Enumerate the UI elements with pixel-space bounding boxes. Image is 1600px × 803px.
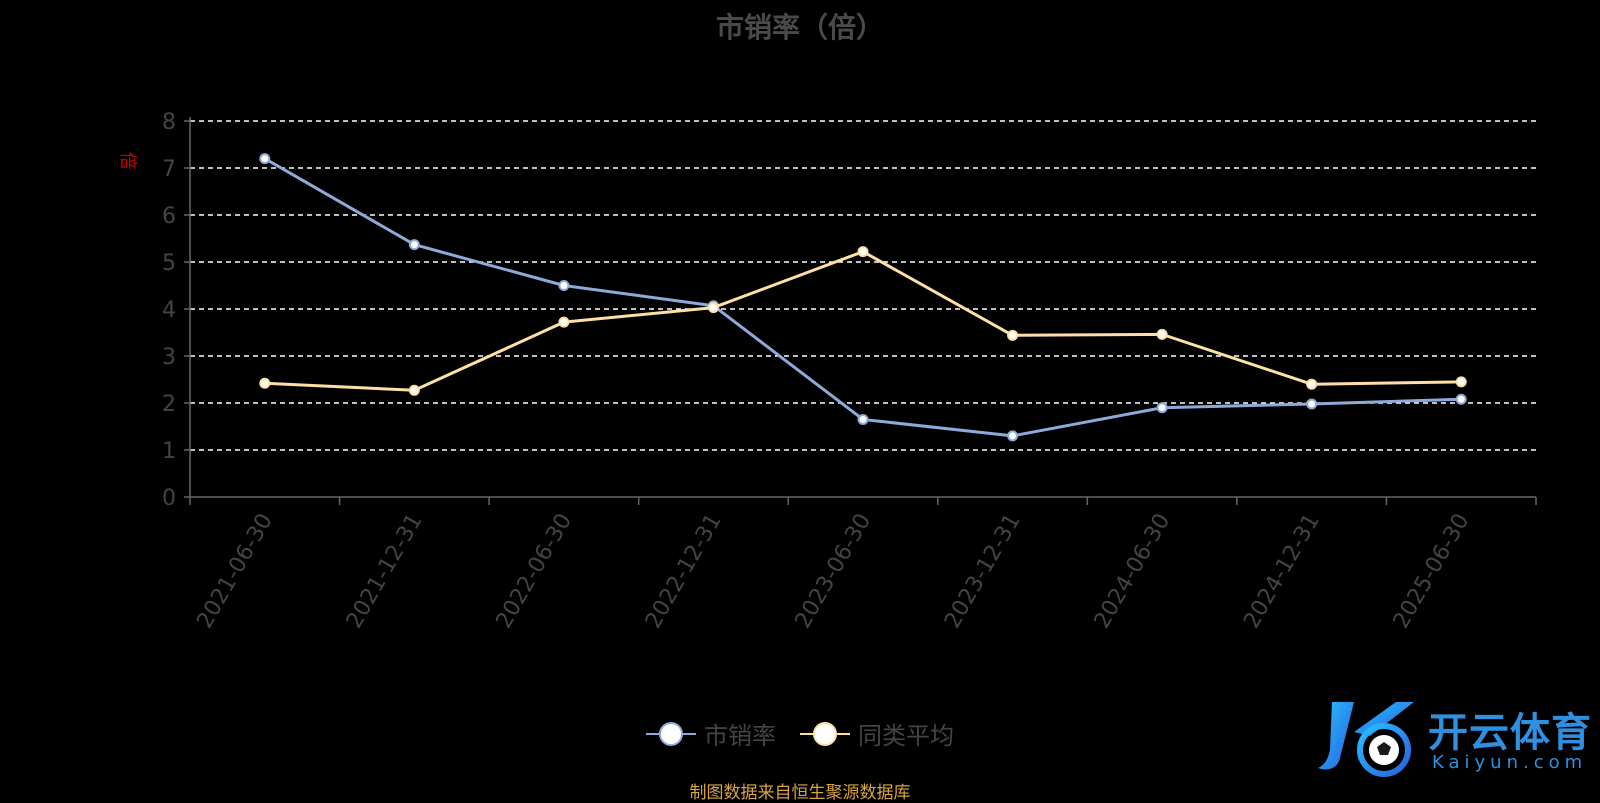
series-1-point-4 — [857, 246, 869, 258]
series-1-point-2 — [558, 316, 570, 328]
y-tick-label-0: 0 — [162, 486, 176, 511]
series-0-point-1 — [408, 239, 420, 251]
y-tick-label-3: 3 — [162, 345, 176, 370]
series-0-point-0 — [259, 153, 271, 165]
x-tick-label-2023-12-31: 2023-12-31 — [940, 510, 1026, 633]
legend-item-avg[interactable]: 同类平均 — [800, 716, 954, 751]
y-tick-label-8: 8 — [162, 110, 176, 135]
y-tick-label-7: 7 — [162, 157, 176, 182]
brand-logo: 开云体育 Kaiyun.com — [1310, 698, 1600, 780]
series-1-point-5 — [1007, 329, 1019, 341]
legend-marker-avg-icon — [800, 721, 850, 747]
x-tick-label-2025-06-30: 2025-06-30 — [1389, 510, 1475, 633]
y-tick-label-6: 6 — [162, 204, 176, 229]
legend-item-ps[interactable]: 市销率 — [646, 716, 776, 751]
y-axis-unit-label: 倍 — [117, 152, 138, 170]
series-line-1 — [264, 250, 1462, 392]
series-1-point-8 — [1455, 376, 1467, 388]
series-1-point-1 — [408, 384, 420, 396]
y-tick-label-5: 5 — [162, 251, 176, 276]
legend-label-ps: 市销率 — [704, 722, 776, 750]
kaiyun-k-icon — [1318, 702, 1414, 777]
x-tick-label-2021-12-31: 2021-12-31 — [342, 510, 428, 633]
series-1-point-6 — [1156, 328, 1168, 340]
series-line-0 — [264, 157, 1462, 438]
x-tick-label-2022-06-30: 2022-06-30 — [492, 510, 578, 633]
series-1-point-3 — [707, 302, 719, 314]
series-1-point-7 — [1306, 378, 1318, 390]
x-tick-label-2022-12-31: 2022-12-31 — [641, 510, 727, 633]
x-tick-label-2024-12-31: 2024-12-31 — [1239, 510, 1325, 633]
y-tick-label-1: 1 — [162, 439, 176, 464]
logo-english-text: Kaiyun.com — [1432, 752, 1588, 773]
series-0-point-4 — [857, 413, 869, 425]
x-tick-label-2021-06-30: 2021-06-30 — [192, 510, 278, 633]
chart-title: 市销率（倍） — [715, 11, 884, 44]
series-0-point-8 — [1455, 393, 1467, 405]
chart-legend: 市销率 同类平均 — [0, 716, 1600, 751]
series-0-point-6 — [1156, 402, 1168, 414]
series-0-point-2 — [558, 280, 570, 291]
data-source-note: 制图数据来自恒生聚源数据库 — [689, 783, 911, 803]
y-tick-label-2: 2 — [162, 392, 176, 417]
legend-marker-ps-icon — [646, 721, 696, 747]
series-0-point-5 — [1007, 430, 1019, 442]
x-tick-label-2023-06-30: 2023-06-30 — [791, 510, 877, 633]
y-tick-label-4: 4 — [162, 298, 176, 323]
logo-chinese-text: 开云体育 — [1428, 710, 1592, 756]
legend-label-avg: 同类平均 — [858, 722, 954, 750]
series-1-point-0 — [259, 377, 271, 389]
x-tick-label-2024-06-30: 2024-06-30 — [1090, 510, 1176, 633]
series-0-point-7 — [1306, 398, 1318, 410]
